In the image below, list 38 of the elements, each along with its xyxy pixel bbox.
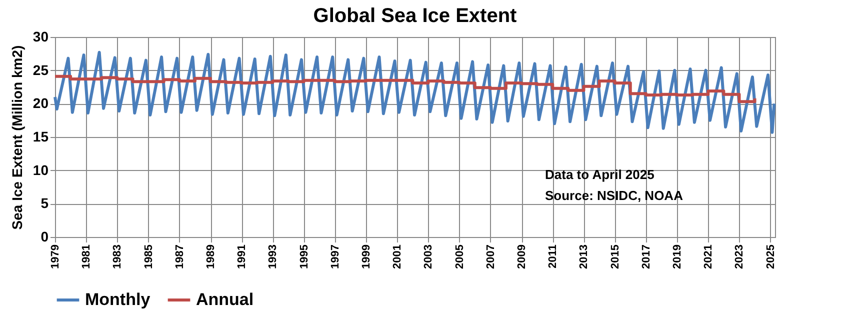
x-tick-label: 2021 xyxy=(702,244,715,269)
x-tick-label: 1989 xyxy=(205,244,218,269)
y-tick-label: 10 xyxy=(32,162,49,178)
y-tick-label: 5 xyxy=(40,195,49,212)
line-series xyxy=(54,50,776,134)
x-tick-label: 2019 xyxy=(672,244,684,269)
x-tick-label: 2015 xyxy=(609,244,622,269)
annotation: Source: NSIDC, NOAA xyxy=(545,188,684,203)
x-tick-label: 2025 xyxy=(764,244,777,269)
annotation: Data to April 2025 xyxy=(545,167,654,182)
x-tick-label: 2013 xyxy=(578,244,590,269)
x-tick-label: 2009 xyxy=(516,244,528,269)
x-tick-label: 1983 xyxy=(112,244,124,269)
x-tick-label: 1997 xyxy=(329,244,342,269)
x-tick-label: 2011 xyxy=(547,244,560,268)
x-tick-label: 1981 xyxy=(80,244,93,269)
x-tick-label: 1987 xyxy=(174,244,186,269)
x-tick-label: 2001 xyxy=(392,244,404,269)
y-tick-label: 20 xyxy=(32,95,49,112)
x-tick-label: 2007 xyxy=(484,244,497,269)
x-tick-label: 2017 xyxy=(640,244,652,269)
chart-title: Global Sea Ice Extent xyxy=(313,5,518,27)
legend-label: Monthly xyxy=(85,290,151,309)
y-tick-label: 30 xyxy=(32,28,49,44)
y-axis-title: Sea Ice Extent (Million km2) xyxy=(8,45,25,230)
x-tick-label: 1993 xyxy=(267,244,280,269)
legend-label: Annual xyxy=(196,290,254,309)
x-tick-label: 2005 xyxy=(454,244,466,269)
x-tick-label: 1979 xyxy=(50,244,62,269)
x-tick-label: 1995 xyxy=(298,244,310,269)
x-tick-label: 2023 xyxy=(734,244,746,269)
y-tick-label: 15 xyxy=(32,128,49,144)
x-tick-label: 1991 xyxy=(236,244,248,269)
x-tick-label: 1999 xyxy=(360,244,373,269)
y-tick-label: 0 xyxy=(40,228,49,244)
y-tick-label: 25 xyxy=(32,62,49,78)
x-tick-label: 1985 xyxy=(142,244,155,269)
x-tick-label: 2003 xyxy=(422,244,435,269)
